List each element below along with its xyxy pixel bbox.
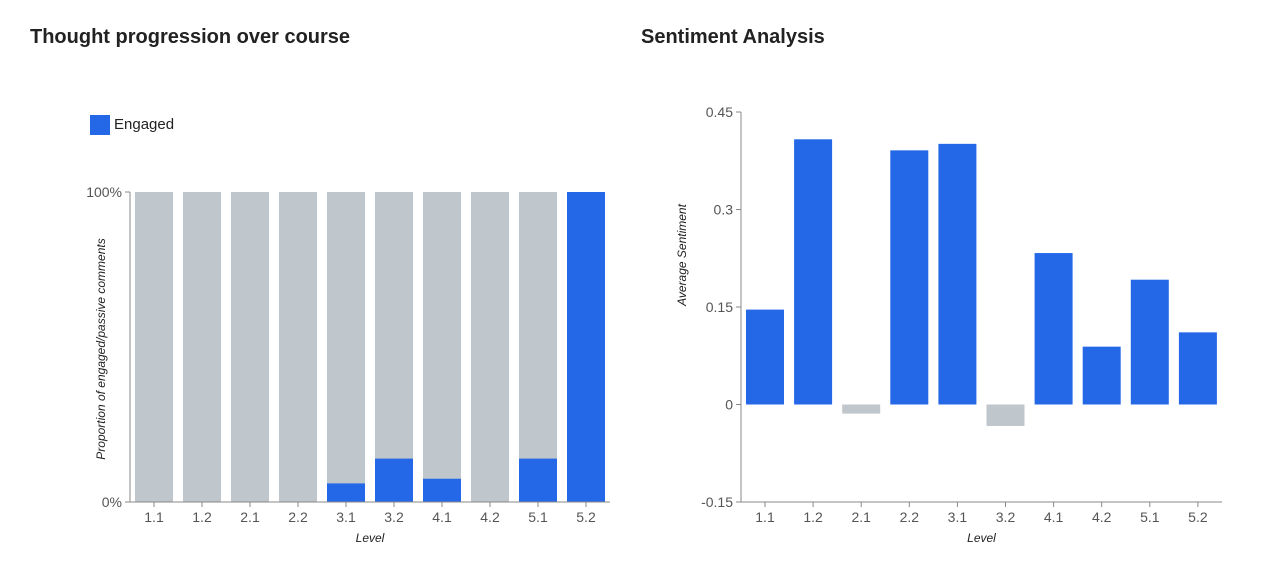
- legend-swatch-engaged: [90, 115, 110, 135]
- x-tick-label: 3.1: [948, 509, 968, 525]
- x-tick-label: 4.1: [1044, 509, 1064, 525]
- y-tick-label: 0: [725, 397, 733, 413]
- x-tick-label: 2.2: [900, 509, 920, 525]
- bar-passive-2.1: [231, 192, 269, 502]
- y-tick-label: -0.15: [701, 494, 733, 510]
- bar-passive-3.1: [327, 192, 365, 502]
- bar-engaged-3.1: [327, 483, 365, 502]
- bar-passive-3.2: [375, 192, 413, 502]
- x-axis-title: Level: [967, 531, 996, 545]
- y-tick-label: 0%: [102, 494, 122, 510]
- x-tick-label: 4.2: [480, 509, 500, 525]
- sentiment-bar-5.2: [1178, 332, 1217, 405]
- x-tick-label: 4.1: [432, 509, 452, 525]
- chart-title-thought-progression: Thought progression over course: [30, 26, 351, 48]
- x-tick-label: 3.1: [336, 509, 356, 525]
- x-tick-label: 1.2: [192, 509, 212, 525]
- sentiment-bar-3.2: [986, 404, 1025, 426]
- bar-passive-2.2: [279, 192, 317, 502]
- y-tick-label: 0.15: [706, 299, 733, 315]
- x-tick-label: 3.2: [384, 509, 404, 525]
- x-tick-label: 1.2: [803, 509, 823, 525]
- x-tick-label: 3.2: [996, 509, 1016, 525]
- x-tick-label: 4.2: [1092, 509, 1112, 525]
- sentiment-bar-4.2: [1082, 346, 1121, 405]
- sentiment-bar-1.1: [746, 309, 784, 405]
- y-tick-label: 0.45: [706, 104, 733, 120]
- x-tick-label: 5.1: [1140, 509, 1160, 525]
- bar-engaged-5.1: [519, 458, 557, 502]
- sentiment-bar-4.1: [1034, 253, 1073, 405]
- y-tick-label: 100%: [86, 184, 122, 200]
- x-tick-label: 5.2: [1188, 509, 1208, 525]
- y-tick-label: 0.3: [714, 202, 734, 218]
- x-tick-label: 2.1: [240, 509, 260, 525]
- bar-passive-1.1: [135, 192, 173, 502]
- sentiment-bar-1.2: [794, 139, 833, 405]
- x-tick-label: 1.1: [144, 509, 164, 525]
- bar-passive-4.2: [471, 192, 509, 502]
- sentiment-bar-2.2: [890, 150, 929, 405]
- thought-progression-chart: 1.1 1.2 2.1 2.2 3.1 3.2 4.1 4.2 5.1 5.2 100% 0% Leve…: [86, 115, 610, 545]
- chart-title-sentiment-analysis: Sentiment Analysis: [641, 26, 825, 48]
- x-tick-label: 2.2: [288, 509, 308, 525]
- x-tick-label: 5.2: [576, 509, 596, 525]
- y-axis-title: Average Sentiment: [675, 203, 689, 307]
- x-axis-title: Level: [356, 531, 385, 545]
- x-tick-label: 5.1: [528, 509, 548, 525]
- bar-engaged-3.2: [375, 458, 413, 502]
- x-tick-label: 2.1: [851, 509, 871, 525]
- bar-passive-5.1: [519, 192, 557, 502]
- y-axis-title: Proportion of engaged/passive comments: [94, 238, 108, 459]
- bar-passive-1.2: [183, 192, 221, 502]
- bar-passive-4.1: [423, 192, 461, 502]
- bar-engaged-4.1: [423, 478, 461, 502]
- bar-engaged-5.2: [567, 192, 605, 502]
- sentiment-bar-2.1: [842, 404, 881, 414]
- legend-label-engaged: Engaged: [114, 116, 174, 133]
- x-tick-label: 1.1: [755, 509, 775, 525]
- sentiment-bar-5.1: [1130, 279, 1169, 405]
- sentiment-bar-3.1: [938, 143, 977, 405]
